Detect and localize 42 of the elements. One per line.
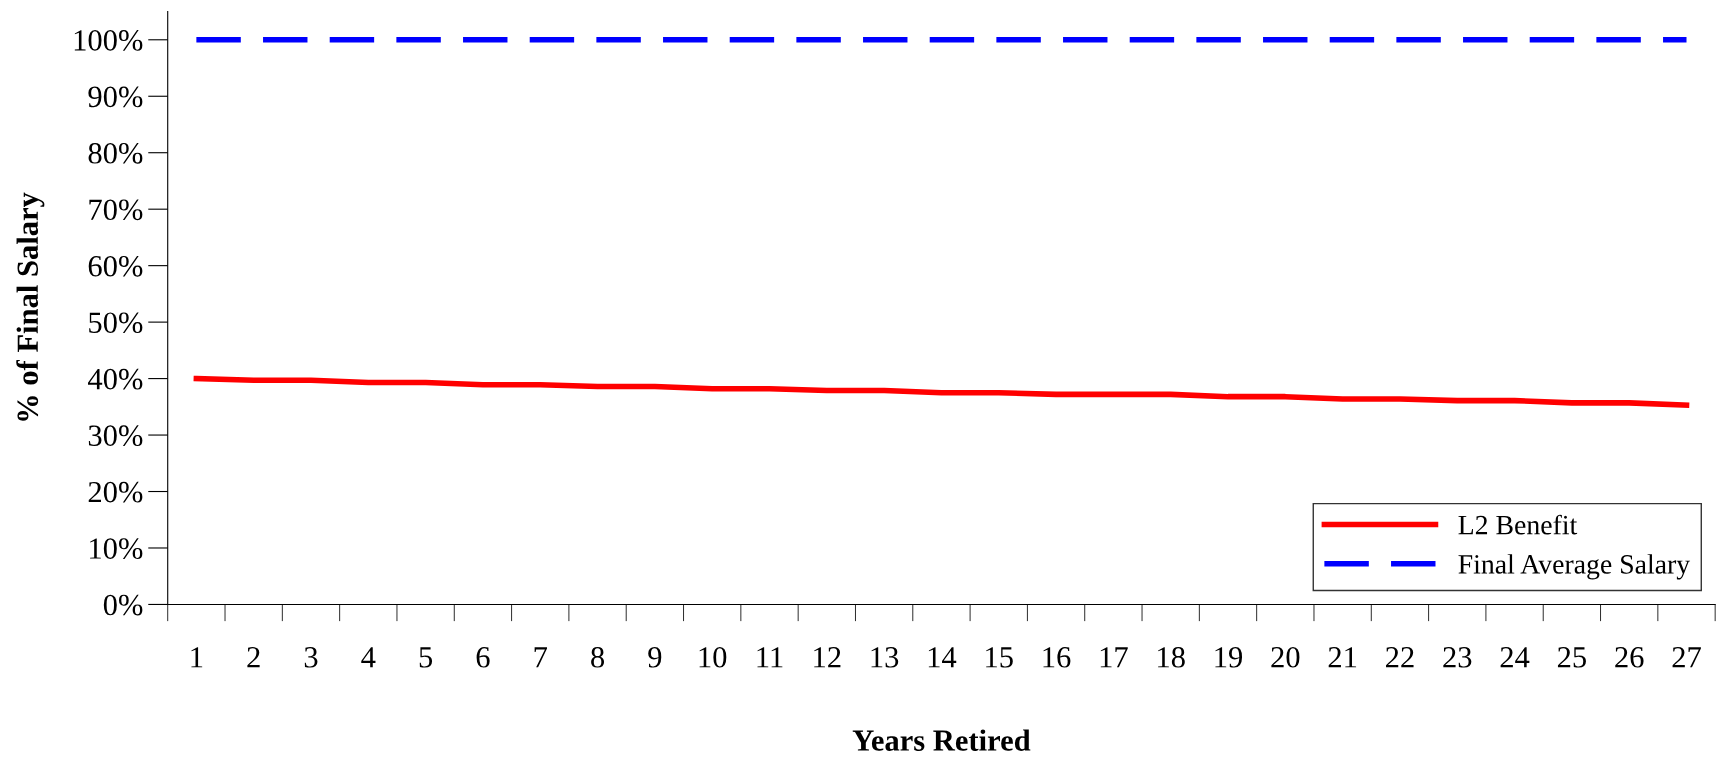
y-tick-label: 20% [88, 481, 143, 503]
x-tick-label: 21 [1328, 647, 1357, 668]
x-tick-label: 23 [1443, 647, 1472, 668]
y-axis-title: % of Final Salary [16, 192, 45, 421]
x-tick-label: 27 [1672, 647, 1701, 668]
x-tick-label: 19 [1215, 647, 1243, 668]
x-tick-label: 5 [419, 647, 433, 668]
y-tick-label: 50% [89, 312, 143, 334]
x-tick-label: 12 [814, 647, 841, 668]
x-axis-title: Years Retired [852, 729, 1031, 751]
y-tick-label: 40% [88, 368, 143, 390]
x-tick-label: 24 [1500, 647, 1530, 668]
x-tick-label: 2 [247, 647, 260, 668]
x-tick-label: 25 [1557, 647, 1586, 668]
x-tick-label: 6 [476, 647, 490, 668]
legend-label: L2 Benefit [1458, 514, 1578, 535]
y-tick-label: 60% [88, 255, 143, 277]
y-tick-label: 100% [74, 30, 143, 51]
x-tick-label: 11 [757, 647, 783, 668]
y-tick-label: 70% [89, 199, 143, 221]
x-tick-label: 22 [1386, 647, 1414, 668]
x-tick-label: 7 [534, 647, 548, 668]
y-tick-label: 10% [90, 538, 143, 559]
x-tick-label: 26 [1615, 647, 1644, 668]
x-tick-label: 15 [986, 647, 1013, 668]
x-tick-label: 16 [1043, 647, 1071, 668]
x-tick-label: 3 [304, 647, 318, 668]
x-tick-label: 18 [1158, 647, 1185, 668]
x-tick-label: 17 [1100, 647, 1128, 668]
x-tick-label: 10 [699, 647, 727, 668]
x-tick-label: 20 [1271, 647, 1300, 668]
x-tick-label: 9 [648, 647, 662, 668]
y-tick-label: 0% [103, 594, 143, 616]
x-tick-label: 14 [928, 647, 957, 668]
x-tick-label: 13 [871, 647, 899, 668]
y-tick-label: 30% [88, 425, 143, 447]
y-tick-label: 80% [88, 143, 143, 164]
x-tick-label: 8 [591, 647, 605, 668]
x-tick-label: 4 [361, 647, 376, 668]
y-tick-label: 90% [88, 86, 143, 108]
x-tick-label: 1 [191, 647, 203, 668]
legend-label: Final Average Salary [1458, 554, 1691, 580]
